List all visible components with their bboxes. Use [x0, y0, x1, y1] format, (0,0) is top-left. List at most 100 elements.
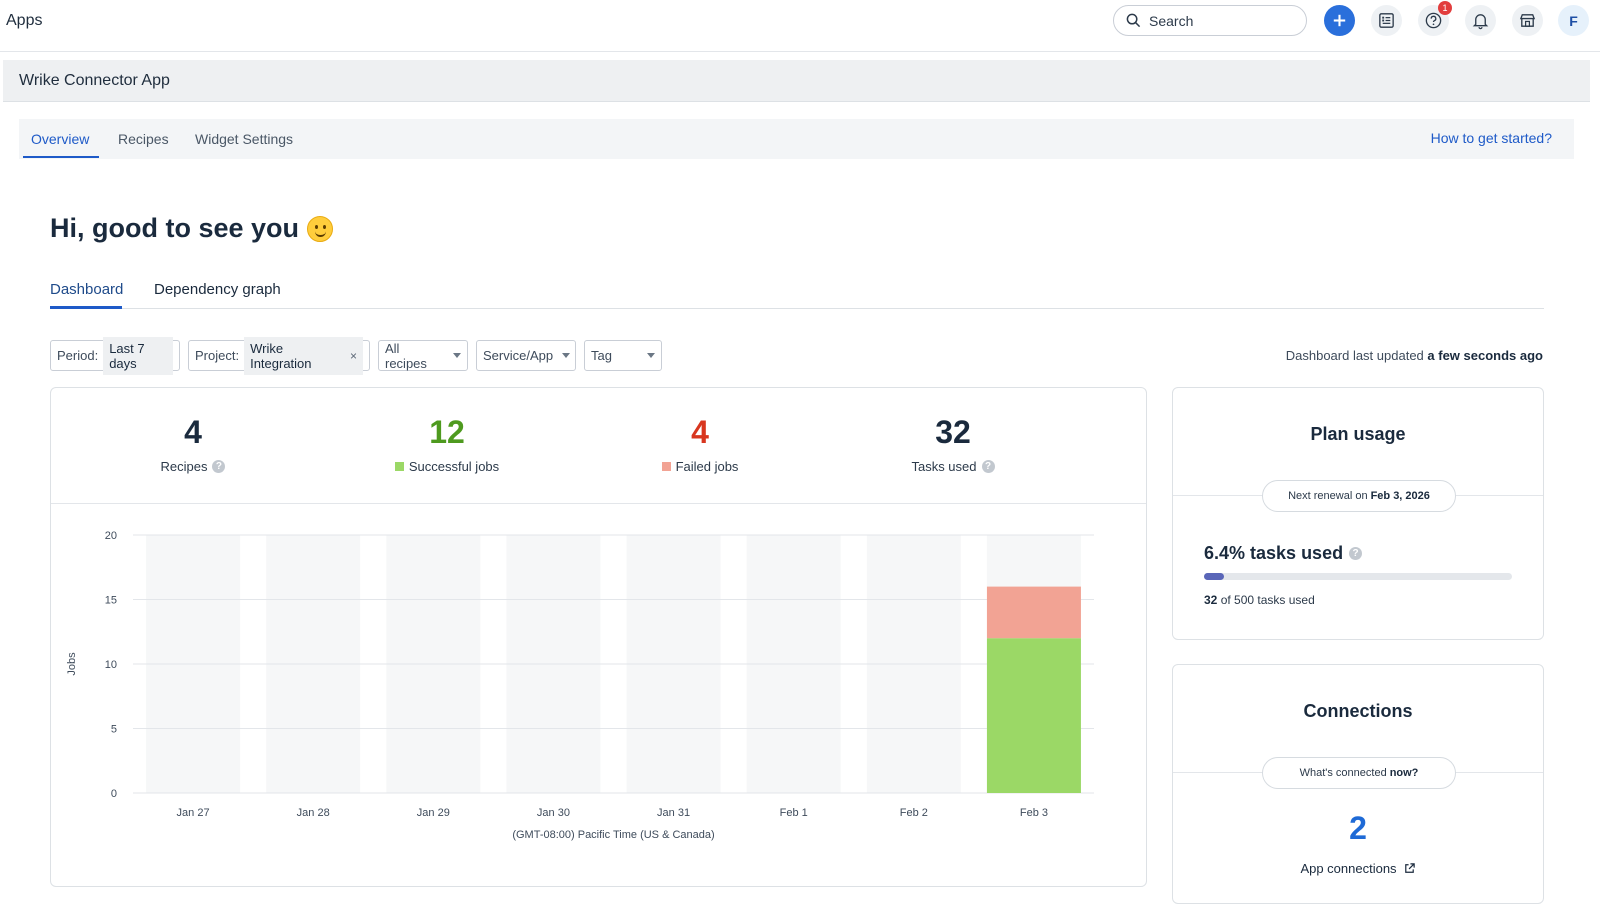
project-value: Wrike Integration	[250, 340, 312, 371]
recipes-dropdown-value: All recipes	[385, 340, 427, 371]
jobs-card: 4 Recipes? 12 Successful jobs 4 Failed j…	[50, 387, 1147, 887]
info-icon[interactable]: ?	[1349, 547, 1363, 560]
app-title[interactable]: Apps	[6, 12, 43, 29]
period-value: Last 7 days	[103, 336, 173, 375]
bar-failed-jobs	[986, 586, 1081, 639]
active-subtab-indicator	[50, 306, 122, 309]
y-axis-label: Jobs	[66, 652, 78, 676]
stat-successful-label: Successful jobs	[408, 459, 500, 474]
tag-dropdown[interactable]: Tag	[584, 340, 662, 371]
document-list-icon	[1379, 13, 1394, 28]
period-label: Period:	[57, 348, 99, 363]
project-filter[interactable]: Project: Wrike Integration ×	[188, 336, 370, 375]
top-bar: Apps Search 1 F	[0, 0, 1600, 52]
app-name: Wrike Connector App	[19, 72, 170, 89]
bell-icon	[1472, 14, 1489, 30]
stat-failed-value: 4	[691, 414, 709, 450]
app-connections-link[interactable]: App connections	[1173, 861, 1543, 876]
tab-overview[interactable]: Overview	[31, 131, 90, 147]
period-filter[interactable]: Period: Last 7 days	[50, 336, 180, 375]
renewal-pill: Next renewal on Feb 3, 2026	[1262, 480, 1456, 512]
x-tick-label: Jan 30	[537, 807, 570, 819]
usage-used-suffix: of 500 tasks used	[1220, 593, 1315, 607]
x-axis-label: (GMT-08:00) Pacific Time (US & Canada)	[512, 829, 714, 841]
stats-row: 4 Recipes? 12 Successful jobs 4 Failed j…	[51, 388, 1146, 504]
smiley-emoji-icon	[307, 215, 334, 242]
service-dropdown[interactable]: Service/App	[476, 340, 576, 371]
search-input[interactable]: Search	[1113, 5, 1307, 36]
stat-recipes: 4 Recipes?	[93, 414, 293, 474]
chevron-down-icon	[453, 353, 461, 358]
renewal-prefix: Next renewal on	[1288, 490, 1368, 502]
info-icon[interactable]: ?	[212, 460, 226, 473]
usage-count: 32 of 500 tasks used	[1204, 593, 1315, 607]
renewal-date: Feb 3, 2026	[1370, 490, 1430, 502]
stat-successful-value: 12	[429, 414, 465, 450]
dashboard-tabs: Dashboard Dependency graph	[50, 281, 1544, 309]
service-dropdown-value: Service/App	[483, 348, 554, 363]
tab-dashboard[interactable]: Dashboard	[50, 281, 124, 298]
whats-connected-bold: now?	[1389, 767, 1419, 779]
help-badge: 1	[1438, 1, 1452, 15]
usage-percent: 6.4% tasks used ?	[1204, 543, 1363, 564]
project-chip: Wrike Integration ×	[244, 336, 363, 375]
last-updated-value: a few seconds ago	[1427, 348, 1543, 363]
usage-percent-text: 6.4% tasks used	[1204, 543, 1344, 563]
whats-connected-pill[interactable]: What's connected now?	[1262, 757, 1456, 789]
search-placeholder: Search	[1149, 12, 1194, 29]
stat-failed-jobs: 4 Failed jobs	[600, 414, 800, 474]
plan-usage-card: Plan usage Next renewal on Feb 3, 2026 6…	[1172, 387, 1544, 640]
x-tick-label: Jan 27	[177, 807, 210, 819]
bar-successful-jobs	[986, 638, 1081, 793]
whats-connected-prefix: What's connected	[1299, 767, 1387, 779]
create-button[interactable]	[1324, 5, 1355, 36]
marketplace-button[interactable]	[1512, 5, 1543, 36]
active-tab-indicator	[23, 156, 99, 158]
how-to-get-started-link[interactable]: How to get started?	[1430, 130, 1552, 146]
tab-dependency-graph[interactable]: Dependency graph	[154, 281, 281, 298]
connections-card: Connections What's connected now? 2 App …	[1172, 664, 1544, 904]
stat-successful-jobs: 12 Successful jobs	[347, 414, 547, 474]
plus-icon	[1333, 14, 1346, 27]
tab-recipes[interactable]: Recipes	[118, 131, 169, 147]
y-tick-label: 15	[105, 595, 117, 607]
x-tick-label: Feb 3	[1020, 807, 1048, 819]
usage-progress-fill	[1204, 573, 1224, 580]
y-tick-label: 5	[111, 724, 117, 736]
info-icon[interactable]: ?	[981, 460, 995, 473]
remove-project-icon[interactable]: ×	[349, 348, 357, 363]
search-icon	[1126, 13, 1141, 28]
avatar[interactable]: F	[1558, 5, 1589, 36]
success-legend-swatch	[394, 462, 404, 471]
y-tick-label: 10	[105, 659, 117, 671]
connections-title: Connections	[1303, 701, 1413, 721]
x-tick-label: Jan 29	[417, 807, 450, 819]
y-tick-label: 20	[105, 530, 117, 542]
help-button[interactable]: 1	[1418, 1, 1452, 36]
y-tick-label: 0	[111, 788, 117, 800]
jobs-chart: 0 5 10 15 20 Jan 27 Jan 28 Jan 29 Jan 30 Jan 31 Fe…	[66, 530, 1094, 841]
notifications-button[interactable]	[1465, 5, 1496, 36]
app-tabs: Overview Recipes Widget Settings How to …	[19, 119, 1574, 159]
failed-legend-swatch	[661, 462, 671, 471]
tag-dropdown-value: Tag	[591, 348, 612, 363]
catalog-button[interactable]	[1371, 5, 1402, 36]
greeting: Hi, good to see you	[50, 213, 334, 244]
chevron-down-icon	[562, 353, 571, 358]
recipes-dropdown[interactable]: All recipes	[378, 340, 468, 371]
app-header: Wrike Connector App	[3, 60, 1590, 102]
stat-recipes-value: 4	[184, 414, 202, 450]
app-connections-label: App connections	[1300, 861, 1397, 876]
tab-widget-settings[interactable]: Widget Settings	[195, 131, 294, 147]
connections-count: 2	[1349, 810, 1367, 846]
usage-used-count: 32	[1204, 593, 1218, 607]
chevron-down-icon	[647, 353, 655, 358]
plan-usage-title: Plan usage	[1310, 424, 1406, 444]
stat-failed-label: Failed jobs	[675, 459, 739, 474]
stat-tasks-label: Tasks used	[911, 459, 977, 474]
question-icon	[1425, 12, 1442, 29]
x-tick-label: Jan 31	[657, 807, 690, 819]
project-label: Project:	[195, 348, 240, 363]
stat-tasks-used: 32 Tasks used?	[853, 414, 1053, 474]
stat-recipes-label: Recipes	[160, 459, 208, 474]
